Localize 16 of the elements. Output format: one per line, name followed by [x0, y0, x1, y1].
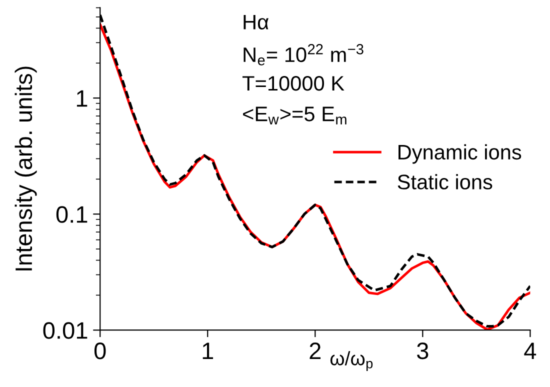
x-tick-label: 3 [417, 342, 428, 360]
y-tick-label: 0.1 [56, 206, 88, 223]
annotation: T=10000 K [242, 76, 344, 91]
x-tick-label: 4 [524, 342, 536, 360]
y-tick-label: 0.01 [43, 322, 88, 339]
x-tick-label: 0 [94, 342, 106, 360]
annotation: N$_{e}$= 10$^{22}$ m$^{−3}$ [244, 44, 364, 66]
y-axis-title: Intensity (arb. units) [14, 66, 37, 270]
legend-label: Dynamic ions [398, 144, 522, 164]
x-tick-label: 1 [202, 342, 214, 360]
legend-label: Static ions [398, 174, 492, 190]
annotation: Hα [244, 14, 269, 30]
annotation: <E$_{w}$>=5 E$_{m}$ [243, 106, 346, 124]
y-tick-label: 1 [76, 90, 88, 107]
x-axis-title: ω/ω$_{p}$ [330, 351, 373, 372]
x-tick-label: 2 [310, 342, 321, 360]
